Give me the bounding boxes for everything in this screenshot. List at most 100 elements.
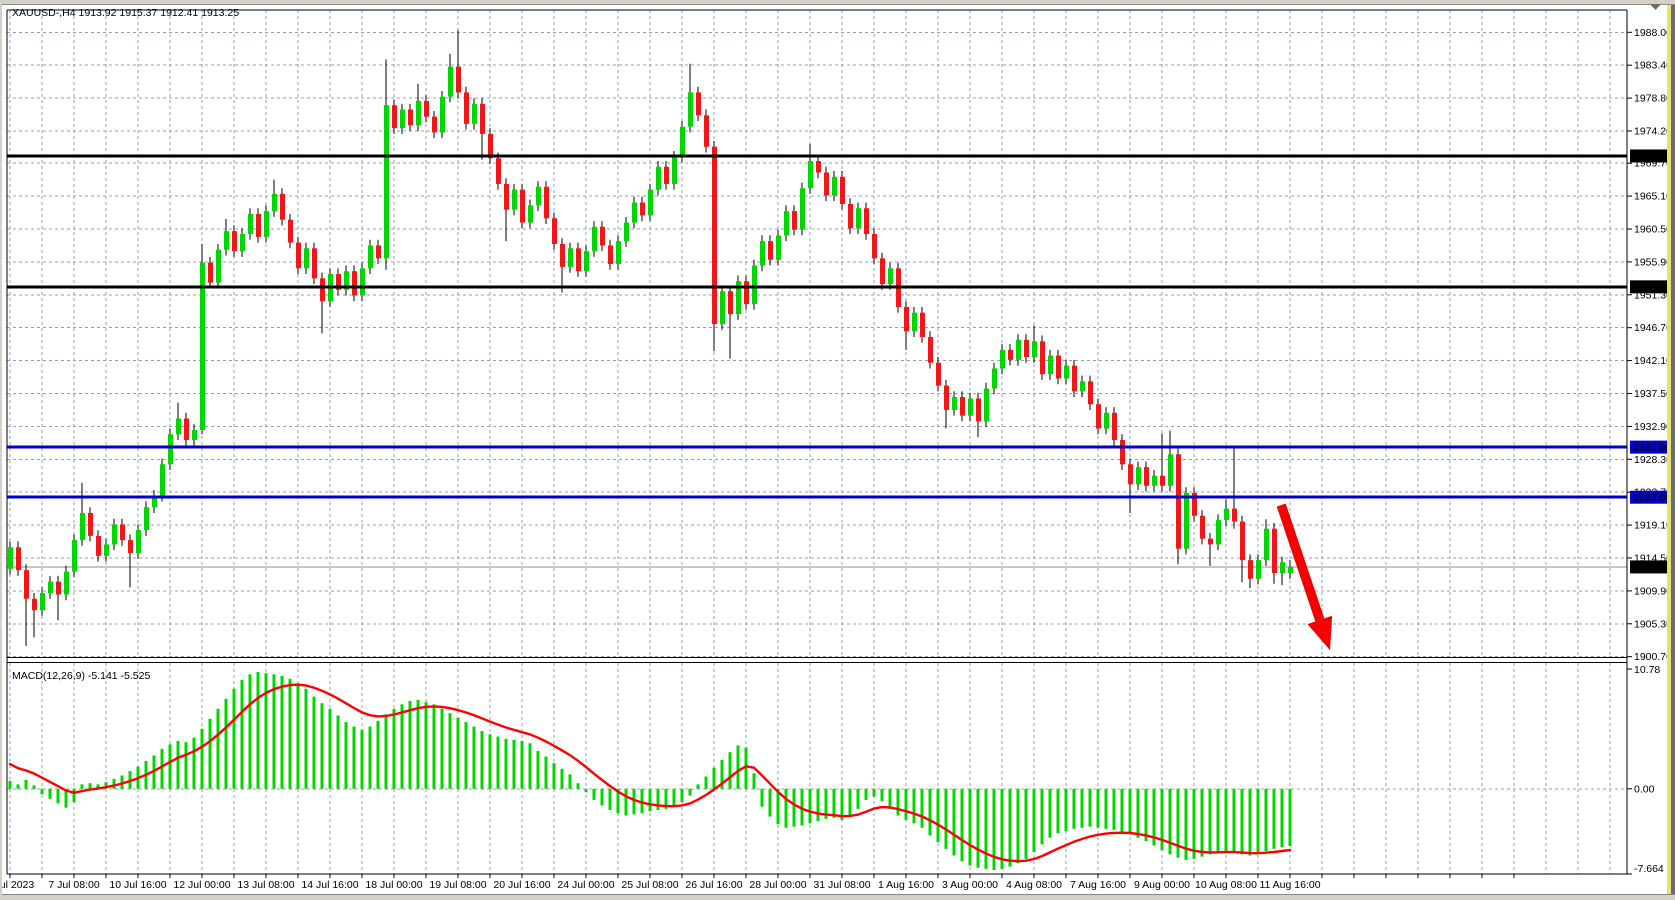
macd-histogram-bar [1104, 788, 1108, 829]
price-tick-label: 1942.10 [1634, 355, 1672, 367]
time-tick-label: 9 Aug 00:00 [1134, 879, 1190, 891]
macd-tick-label: -7.664 [1634, 863, 1664, 875]
macd-histogram-bar [1008, 788, 1012, 867]
price-badge [1630, 490, 1670, 504]
arrow-head[interactable] [1307, 615, 1333, 651]
price-badge [1630, 560, 1670, 574]
macd-histogram-bar [760, 788, 764, 807]
arrow-shaft[interactable] [1276, 503, 1325, 622]
candle-body [816, 161, 821, 173]
macd-histogram-bar [880, 788, 884, 802]
candle-body [992, 368, 997, 389]
macd-histogram-bar [496, 736, 500, 789]
right-window-edge [1671, 0, 1675, 900]
macd-histogram-bar [208, 718, 212, 789]
candle-body [8, 547, 13, 569]
candle-body [1136, 467, 1141, 485]
candle-body [456, 66, 461, 93]
trend-arrow-annotation[interactable] [1276, 503, 1333, 651]
candle-body [496, 158, 501, 184]
macd-histogram-bar [512, 739, 516, 789]
macd-histogram-bar [472, 726, 476, 789]
macd-histogram-bar [1088, 788, 1092, 827]
candle-body [912, 312, 917, 332]
candle-body [208, 262, 213, 283]
macd-histogram-bar [608, 788, 612, 810]
price-tick-label: 1955.90 [1634, 256, 1672, 268]
macd-histogram-bar [1152, 788, 1156, 846]
candle-body [768, 241, 773, 260]
price-badge [1630, 149, 1670, 163]
price-tick-label: 1983.40 [1634, 60, 1672, 72]
macd-histogram-bar [1272, 788, 1276, 849]
time-tick-label: 19 Jul 08:00 [429, 879, 486, 891]
macd-indicator [8, 672, 1292, 870]
candle-body [720, 291, 725, 325]
candle-body [976, 398, 981, 422]
macd-histogram-bar [656, 788, 660, 810]
macd-histogram-bar [664, 788, 668, 809]
time-axis[interactable]: 6 Jul 2023 7 Jul 08:00 10 Jul 16:00 12 Jul … [0, 874, 1515, 891]
candle-body [304, 248, 309, 269]
candle-body [872, 233, 877, 259]
macd-histogram-bar [1232, 788, 1236, 853]
scroll-end-marker[interactable] [1650, 4, 1661, 10]
macd-histogram-bar [400, 704, 404, 789]
candle-body [344, 271, 349, 290]
candle-body [920, 312, 925, 337]
macd-histogram-bar [1264, 788, 1268, 852]
price-tick-label: 1932.90 [1634, 421, 1672, 433]
macd-histogram-bar [744, 747, 748, 789]
time-tick-label: 14 Jul 16:00 [301, 879, 358, 891]
time-tick-label: 24 Jul 00:00 [557, 879, 614, 891]
candle-body [1072, 365, 1077, 392]
candle-body [1128, 464, 1133, 485]
candle-body [48, 581, 53, 594]
candle-body [488, 133, 493, 159]
candle-body [848, 203, 853, 229]
macd-histogram-bar [560, 768, 564, 789]
candle-body [112, 524, 117, 545]
macd-histogram-bar [360, 729, 364, 789]
candle-body [72, 540, 77, 572]
candle-body [128, 540, 133, 553]
bottom-chrome-strip [0, 895, 1675, 900]
candle-body [144, 507, 149, 531]
macd-histogram-bar [920, 788, 924, 828]
macd-histogram-bar [544, 756, 548, 789]
candle-body [776, 235, 781, 260]
macd-histogram-bar [848, 788, 852, 816]
time-tick-label: 1 Aug 16:00 [878, 879, 934, 891]
macd-histogram-bar [808, 788, 812, 824]
candle-body [1088, 381, 1093, 405]
time-tick-label: 28 Jul 00:00 [749, 879, 806, 891]
candles [8, 30, 1293, 646]
candle-body [968, 398, 973, 416]
candle-body [64, 571, 69, 595]
macd-histogram-bar [736, 745, 740, 789]
macd-histogram-bar [536, 751, 540, 789]
macd-histogram-bar [992, 788, 996, 870]
candle-body [544, 186, 549, 219]
time-tick-label: 10 Jul 16:00 [109, 879, 166, 891]
price-axis[interactable]: 1988.001983.401978.801974.201969.701965.… [1627, 27, 1672, 875]
candle-body [1112, 412, 1117, 440]
candle-body [680, 126, 685, 157]
macd-histogram-bar [928, 788, 932, 836]
macd-histogram-bar [824, 788, 828, 819]
macd-histogram-bar [1096, 788, 1100, 828]
candle-body [632, 202, 637, 223]
candle-body [392, 105, 397, 129]
pane-borders [6, 9, 1628, 875]
horizontal-line-objects[interactable] [7, 154, 1627, 499]
macd-histogram-bar [696, 784, 700, 789]
candle-body [352, 271, 357, 296]
macd-histogram-bar [288, 678, 292, 789]
price-badge [1630, 280, 1670, 294]
macd-histogram-bar [256, 672, 260, 789]
macd-histogram-bar [72, 788, 76, 803]
candle-body [400, 109, 405, 129]
candle-body [672, 156, 677, 184]
macd-histogram-bar [64, 788, 68, 808]
